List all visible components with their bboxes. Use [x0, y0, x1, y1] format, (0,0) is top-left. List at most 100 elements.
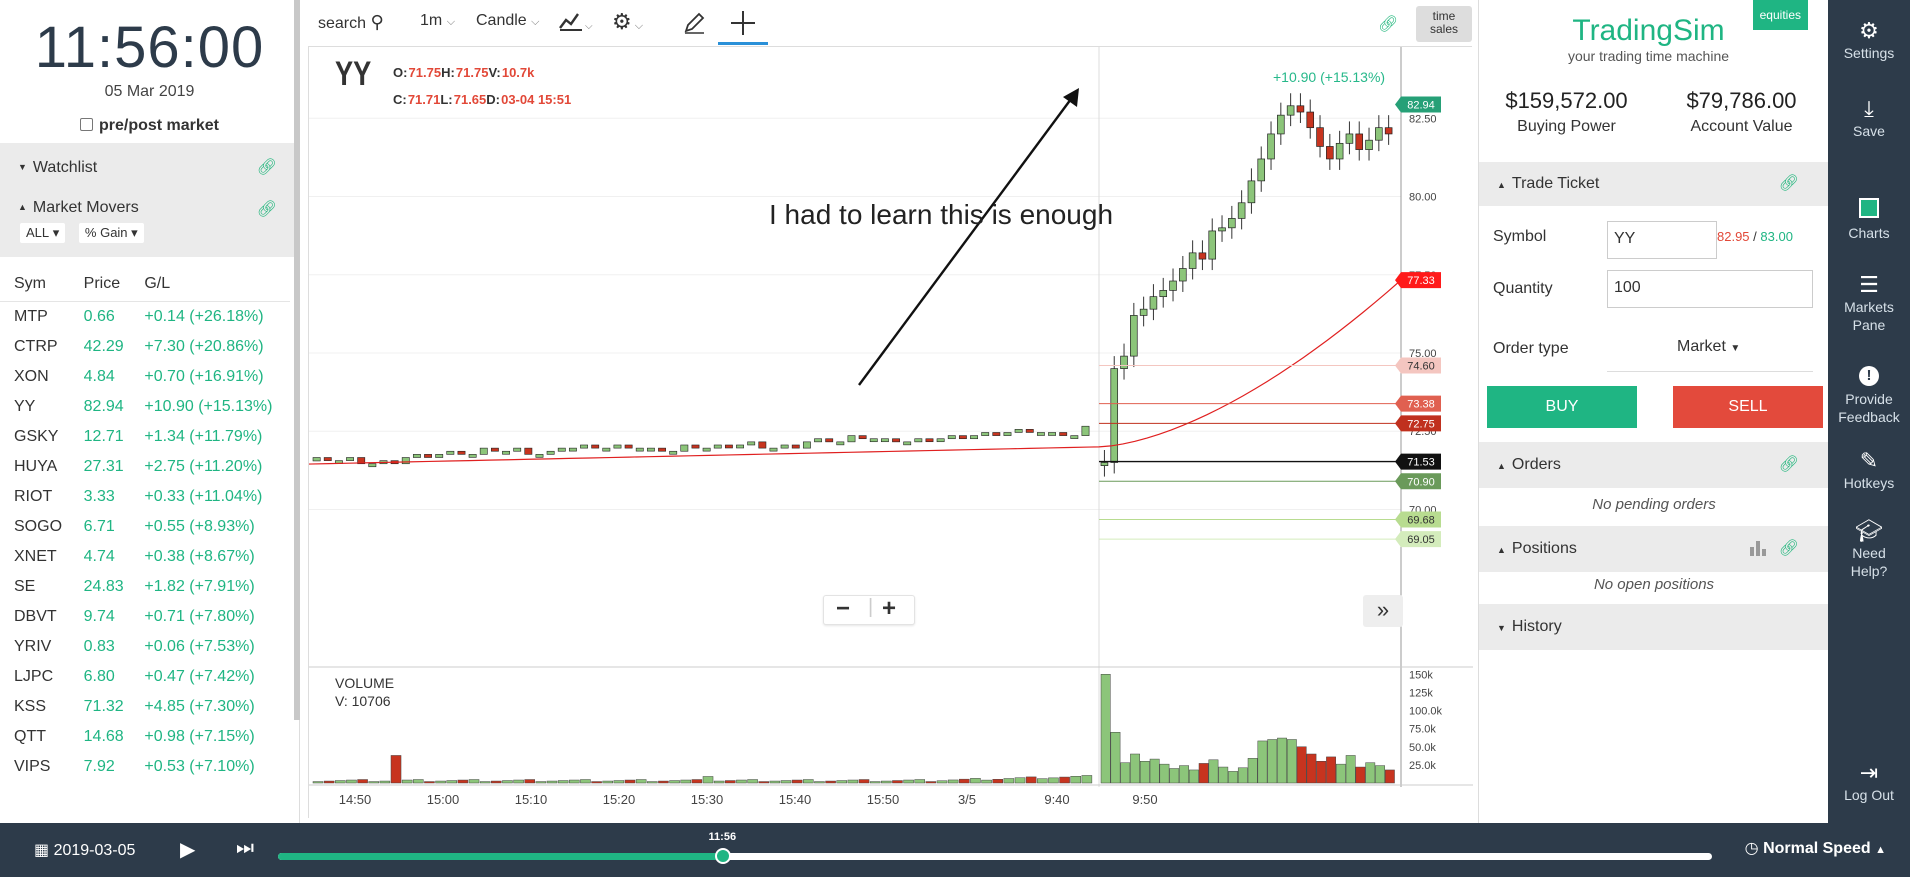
volume-bar	[970, 778, 981, 784]
volume-bar	[535, 781, 547, 784]
movers-row[interactable]: QTT 14.68 +0.98 (+7.15%)	[0, 722, 290, 752]
play-button[interactable]: ▶	[180, 837, 195, 862]
history-header[interactable]: ▼ History	[1479, 604, 1829, 650]
nav-markets-pane[interactable]: ☰ Markets Pane	[1828, 274, 1910, 334]
volume-bar	[1286, 739, 1297, 784]
nav-save[interactable]: ⤓ Save	[1828, 98, 1910, 140]
chart-canvas[interactable]: 82.5080.0077.5075.0072.5070.00150k125k10…	[309, 47, 1473, 819]
filter-exchange-dropdown[interactable]: ALL ▾	[20, 223, 66, 243]
movers-row[interactable]: XNET 4.74 +0.38 (+8.67%)	[0, 542, 290, 572]
movers-row[interactable]: YY 82.94 +10.90 (+15.13%)	[0, 392, 290, 422]
close-label: C:	[393, 92, 407, 107]
link-icon[interactable]: 🔗︎	[1778, 540, 1799, 557]
bid-ask-separator: /	[1749, 229, 1761, 244]
scroll-to-end-button[interactable]: »	[1363, 595, 1403, 627]
mover-gl: +1.82 (+7.91%)	[144, 578, 255, 595]
movers-row[interactable]: XON 4.84 +0.70 (+16.91%)	[0, 362, 290, 392]
annotation-arrowhead	[1063, 88, 1079, 107]
movers-row[interactable]: VIPS 7.92 +0.53 (+7.10%)	[0, 752, 290, 782]
price-tick-label: 80.00	[1409, 192, 1437, 204]
indicators-icon[interactable]: ⌵	[558, 10, 594, 37]
zoom-out-button[interactable]: −	[836, 595, 851, 622]
volume-bar	[602, 780, 613, 784]
price-chart[interactable]: 82.5080.0077.5075.0072.5070.00150k125k10…	[308, 46, 1473, 819]
zoom-in-button[interactable]: +	[882, 595, 897, 622]
movers-row[interactable]: SOGO 6.71 +0.55 (+8.93%)	[0, 512, 290, 542]
link-icon[interactable]: 🔗︎	[256, 201, 277, 218]
buy-button[interactable]: BUY	[1487, 386, 1637, 428]
watchlist-header[interactable]: ▼ Watchlist 🔗︎	[0, 143, 299, 191]
movers-row[interactable]: MTP 0.66 +0.14 (+26.18%)	[0, 302, 290, 332]
order-type-dropdown[interactable]: Market ▼	[1677, 338, 1740, 356]
nav-feedback[interactable]: ! Provide Feedback	[1828, 364, 1910, 426]
left-scrollbar[interactable]	[294, 0, 300, 720]
chart-type-dropdown[interactable]: Candle ⌵	[476, 12, 540, 29]
candle	[780, 444, 789, 449]
bar-chart-icon[interactable]	[1749, 526, 1767, 572]
movers-row[interactable]: RIOT 3.33 +0.33 (+11.04%)	[0, 482, 290, 512]
session-date[interactable]: ▦ 2019-03-05	[34, 840, 135, 860]
step-forward-button[interactable]: ⏭	[236, 837, 254, 860]
interval-dropdown[interactable]: 1m ⌵	[420, 12, 456, 29]
prepost-toggle[interactable]: pre/post market	[0, 117, 299, 135]
x-tick-label: 15:30	[691, 792, 724, 807]
movers-row[interactable]: CTRP 42.29 +7.30 (+20.86%)	[0, 332, 290, 362]
movers-row[interactable]: YRIV 0.83 +0.06 (+7.53%)	[0, 632, 290, 662]
positions-header[interactable]: ▲ Positions 🔗︎	[1479, 526, 1829, 572]
volume-bar	[1198, 763, 1209, 784]
link-icon[interactable]: 🔗︎	[1378, 16, 1399, 33]
sell-button[interactable]: SELL	[1673, 386, 1823, 428]
graduation-cap-icon: 🎓︎	[1855, 518, 1883, 543]
mover-gl: +0.70 (+16.91%)	[144, 368, 264, 385]
trade-ticket-header[interactable]: ▲ Trade Ticket 🔗︎	[1479, 162, 1829, 206]
x-tick-label: 15:10	[515, 792, 548, 807]
nav-settings[interactable]: ⚙ Settings	[1828, 20, 1910, 62]
quantity-input[interactable]: 100	[1607, 270, 1813, 308]
movers-row[interactable]: DBVT 9.74 +0.71 (+7.80%)	[0, 602, 290, 632]
playback-slider[interactable]	[278, 853, 1712, 860]
time-sales-label-2: sales	[1429, 22, 1458, 36]
movers-row[interactable]: KSS 71.32 +4.85 (+7.30%)	[0, 692, 290, 722]
volume-bar	[959, 778, 970, 784]
movers-row[interactable]: HUYA 27.31 +2.75 (+11.20%)	[0, 452, 290, 482]
nav-charts[interactable]: Charts	[1828, 198, 1910, 242]
x-tick-label: 14:50	[339, 792, 372, 807]
mover-sym: QTT	[14, 728, 46, 745]
volume-bar	[390, 755, 402, 784]
mover-sym: DBVT	[14, 608, 57, 625]
movers-row[interactable]: LJPC 6.80 +0.47 (+7.42%)	[0, 662, 290, 692]
crosshair-icon[interactable]	[730, 10, 756, 41]
volume-bar	[1014, 777, 1026, 784]
buying-power-label: Buying Power	[1517, 118, 1616, 135]
symbol-input[interactable]: YY	[1607, 221, 1717, 259]
movers-row[interactable]: GSKY 12.71 +1.34 (+11.79%)	[0, 422, 290, 452]
price-tag	[1395, 395, 1441, 412]
prepost-checkbox[interactable]	[79, 118, 93, 131]
speed-selector[interactable]: ◷ Normal Speed ▲	[1745, 838, 1886, 858]
symbol-search-input[interactable]: search ⚲	[318, 12, 384, 33]
nav-logout[interactable]: ⇥ Log Out	[1828, 762, 1910, 804]
orders-header[interactable]: ▲ Orders 🔗︎	[1479, 442, 1829, 488]
filter-sort-dropdown[interactable]: % Gain ▾	[78, 223, 144, 243]
playback-handle[interactable]	[714, 848, 731, 864]
candle	[903, 441, 912, 446]
expand-caret-icon[interactable]: ▲	[18, 202, 27, 212]
x-tick-label: 9:40	[1044, 792, 1069, 807]
pencil-icon[interactable]	[682, 11, 708, 40]
chart-type-value: Candle	[476, 12, 527, 29]
link-icon[interactable]: 🔗︎	[1778, 175, 1799, 192]
volume-bar	[1277, 737, 1287, 784]
equities-badge[interactable]: equities	[1752, 0, 1808, 30]
link-icon[interactable]: 🔗︎	[256, 159, 277, 176]
movers-row[interactable]: SE 24.83 +1.82 (+7.91%)	[0, 572, 290, 602]
nav-hotkeys[interactable]: ✎ Hotkeys	[1828, 450, 1910, 492]
mover-price: 24.83	[83, 578, 124, 595]
volume-bar	[791, 779, 803, 784]
link-icon[interactable]: 🔗︎	[1778, 456, 1799, 473]
x-tick-label: 15:20	[603, 792, 636, 807]
candle	[880, 438, 889, 443]
time-sales-button[interactable]: time sales	[1416, 6, 1472, 42]
gear-icon[interactable]: ⚙ ⌵	[612, 9, 644, 34]
symbol-label: Symbol	[1493, 228, 1547, 245]
nav-help[interactable]: 🎓︎ Need Help?	[1828, 518, 1910, 580]
